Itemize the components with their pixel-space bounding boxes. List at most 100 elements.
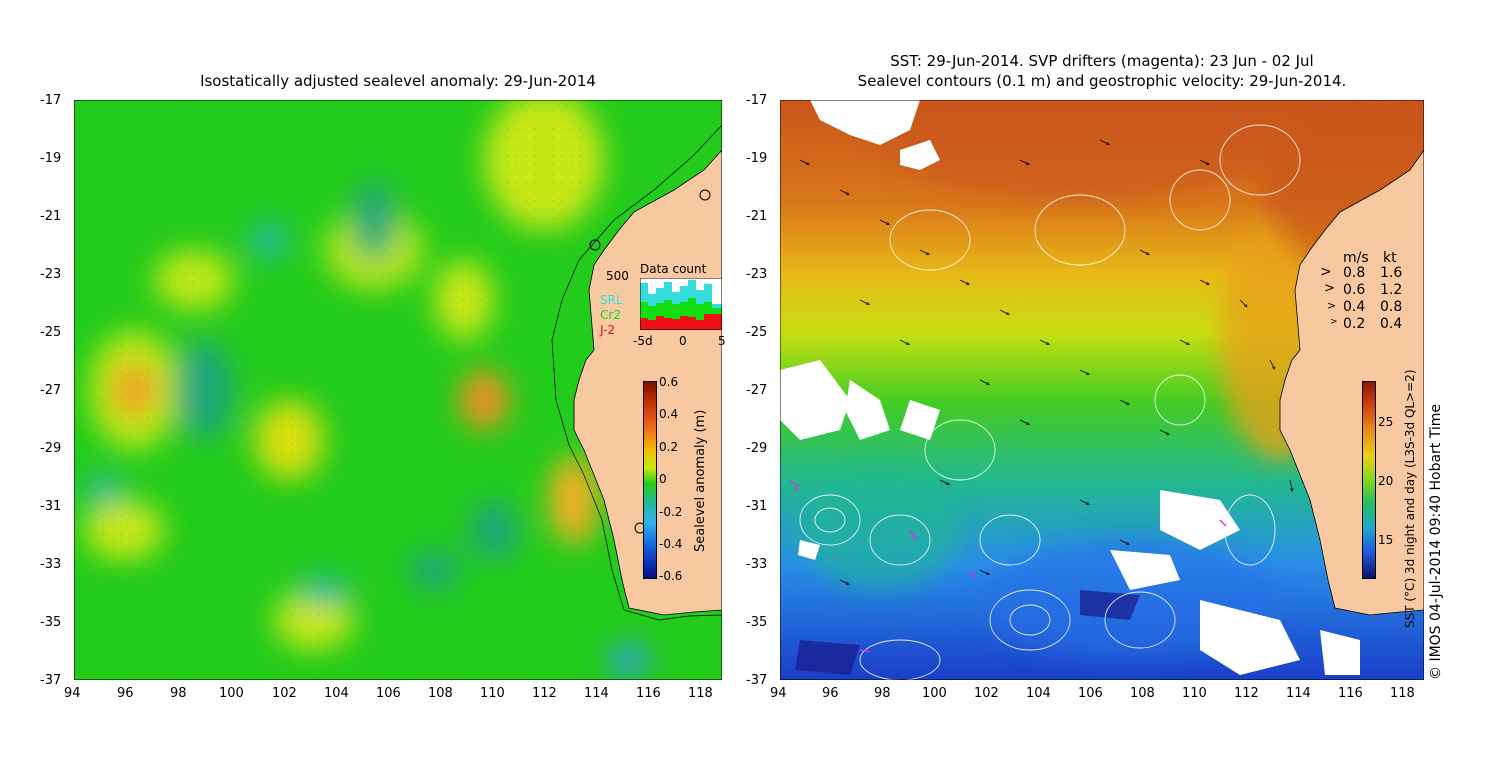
x-tick: 112 xyxy=(532,686,557,701)
y-tick: -21 xyxy=(746,209,768,224)
drifter-tracks xyxy=(789,479,1227,653)
inset-x-label: -5d xyxy=(633,334,653,348)
right-map-plot xyxy=(780,100,1424,680)
sealevel-contours xyxy=(799,124,1301,680)
x-tick: 112 xyxy=(1234,686,1259,701)
legend-ms-value: 0.6 xyxy=(1343,282,1366,298)
sla-colorbar-tick: 0 xyxy=(659,472,667,486)
x-tick: 108 xyxy=(428,686,453,701)
inset-title: Data count xyxy=(640,262,707,276)
x-tick: 102 xyxy=(272,686,297,701)
y-tick: -21 xyxy=(40,209,62,224)
y-tick: -25 xyxy=(40,325,62,340)
y-tick: -37 xyxy=(746,673,768,688)
sla-colorbar-tick: -0.4 xyxy=(659,537,683,551)
x-tick: 108 xyxy=(1130,686,1155,701)
legend-kt-value: 0.8 xyxy=(1380,299,1403,315)
legend-kt-value: 1.6 xyxy=(1380,265,1403,281)
arrow-icon: > xyxy=(1330,317,1338,327)
y-tick: -27 xyxy=(746,383,768,398)
sst-colorbar-label: SST (°C) 3d night and day (L3S-3d QL>=2) xyxy=(1403,369,1417,628)
y-tick: -35 xyxy=(746,615,768,630)
legend-cr2: Cr2 xyxy=(600,308,621,322)
y-tick: -17 xyxy=(40,93,62,108)
arrow-icon: > xyxy=(1320,264,1332,280)
bar-stack xyxy=(656,288,664,330)
right-map-title-line2: Sealevel contours (0.1 m) and geostrophi… xyxy=(857,72,1347,90)
x-tick: 114 xyxy=(1286,686,1311,701)
x-tick: 116 xyxy=(1338,686,1363,701)
sla-colorbar-tick: 0.2 xyxy=(659,440,679,454)
arrow-icon: > xyxy=(1324,281,1335,296)
legend-ms-value: 0.4 xyxy=(1343,299,1366,315)
bar-stack xyxy=(648,294,656,330)
sst-colorbar-tick: 20 xyxy=(1378,474,1394,488)
legend-header-ms: m/s xyxy=(1343,250,1369,266)
x-tick: 104 xyxy=(1026,686,1051,701)
left-map-plot xyxy=(74,100,722,680)
inset-bars xyxy=(640,278,722,330)
y-tick: -19 xyxy=(40,151,62,166)
sla-colorbar-gradient xyxy=(643,381,657,579)
bar-stack xyxy=(664,282,672,330)
sla-colorbar-tick: 0.4 xyxy=(659,407,679,421)
legend-srl: SRL xyxy=(600,293,623,307)
y-tick: -37 xyxy=(40,673,62,688)
x-tick: 114 xyxy=(584,686,609,701)
sst-colorbar-tick: 25 xyxy=(1378,415,1394,429)
bar-stack xyxy=(680,286,688,330)
inset-y-label: 500 xyxy=(606,269,629,283)
imos-credit: © IMOS 04-Jul-2014 09:40 Hobart Time xyxy=(1428,404,1444,680)
x-tick: 98 xyxy=(874,686,891,701)
right-map-title-line1: SST: 29-Jun-2014. SVP drifters (magenta)… xyxy=(890,52,1314,70)
inset-x-label: 5 xyxy=(718,334,726,348)
y-tick: -33 xyxy=(40,557,62,572)
x-tick: 118 xyxy=(688,686,713,701)
sst-colorbar-tick: 15 xyxy=(1378,533,1394,547)
y-tick: -19 xyxy=(746,151,768,166)
sst-field xyxy=(780,100,1424,680)
y-tick: -17 xyxy=(746,93,768,108)
y-tick: -23 xyxy=(746,267,768,282)
inset-x-label: 0 xyxy=(679,334,687,348)
left-map-title: Isostatically adjusted sealevel anomaly:… xyxy=(200,72,596,90)
x-tick: 116 xyxy=(636,686,661,701)
sst-colorbar-gradient xyxy=(1362,381,1376,579)
legend-kt-value: 0.4 xyxy=(1380,316,1403,332)
y-tick: -27 xyxy=(40,383,62,398)
land-mass xyxy=(1279,100,1424,616)
tide-gauge-marker xyxy=(589,239,601,251)
tide-gauge-marker xyxy=(699,189,711,201)
shelf-contour xyxy=(551,124,722,621)
x-tick: 104 xyxy=(324,686,349,701)
sla-colorbar-tick: -0.2 xyxy=(659,505,683,519)
y-tick: -29 xyxy=(40,441,62,456)
x-tick: 106 xyxy=(1078,686,1103,701)
sla-colorbar-tick: -0.6 xyxy=(659,569,683,583)
x-tick: 100 xyxy=(219,686,244,701)
legend-j2: J-2 xyxy=(600,323,616,337)
bar-stack xyxy=(704,284,712,330)
y-tick: -23 xyxy=(40,267,62,282)
cloud-mask xyxy=(780,100,1360,675)
bar-stack xyxy=(688,280,696,330)
x-tick: 110 xyxy=(480,686,505,701)
x-tick: 96 xyxy=(117,686,134,701)
bar-stack xyxy=(696,290,704,330)
y-tick: -29 xyxy=(746,441,768,456)
y-tick: -33 xyxy=(746,557,768,572)
x-tick: 102 xyxy=(974,686,999,701)
arrow-icon: > xyxy=(1327,299,1337,312)
bar-stack xyxy=(712,304,722,330)
x-tick: 98 xyxy=(170,686,187,701)
bar-stack xyxy=(640,283,648,330)
y-tick: -25 xyxy=(746,325,768,340)
y-tick: -35 xyxy=(40,615,62,630)
x-tick: 106 xyxy=(376,686,401,701)
bar-stack xyxy=(672,292,680,330)
x-tick: 94 xyxy=(770,686,787,701)
x-tick: 110 xyxy=(1182,686,1207,701)
x-tick: 118 xyxy=(1390,686,1415,701)
legend-kt-value: 1.2 xyxy=(1380,282,1403,298)
legend-header-kt: kt xyxy=(1383,250,1397,266)
